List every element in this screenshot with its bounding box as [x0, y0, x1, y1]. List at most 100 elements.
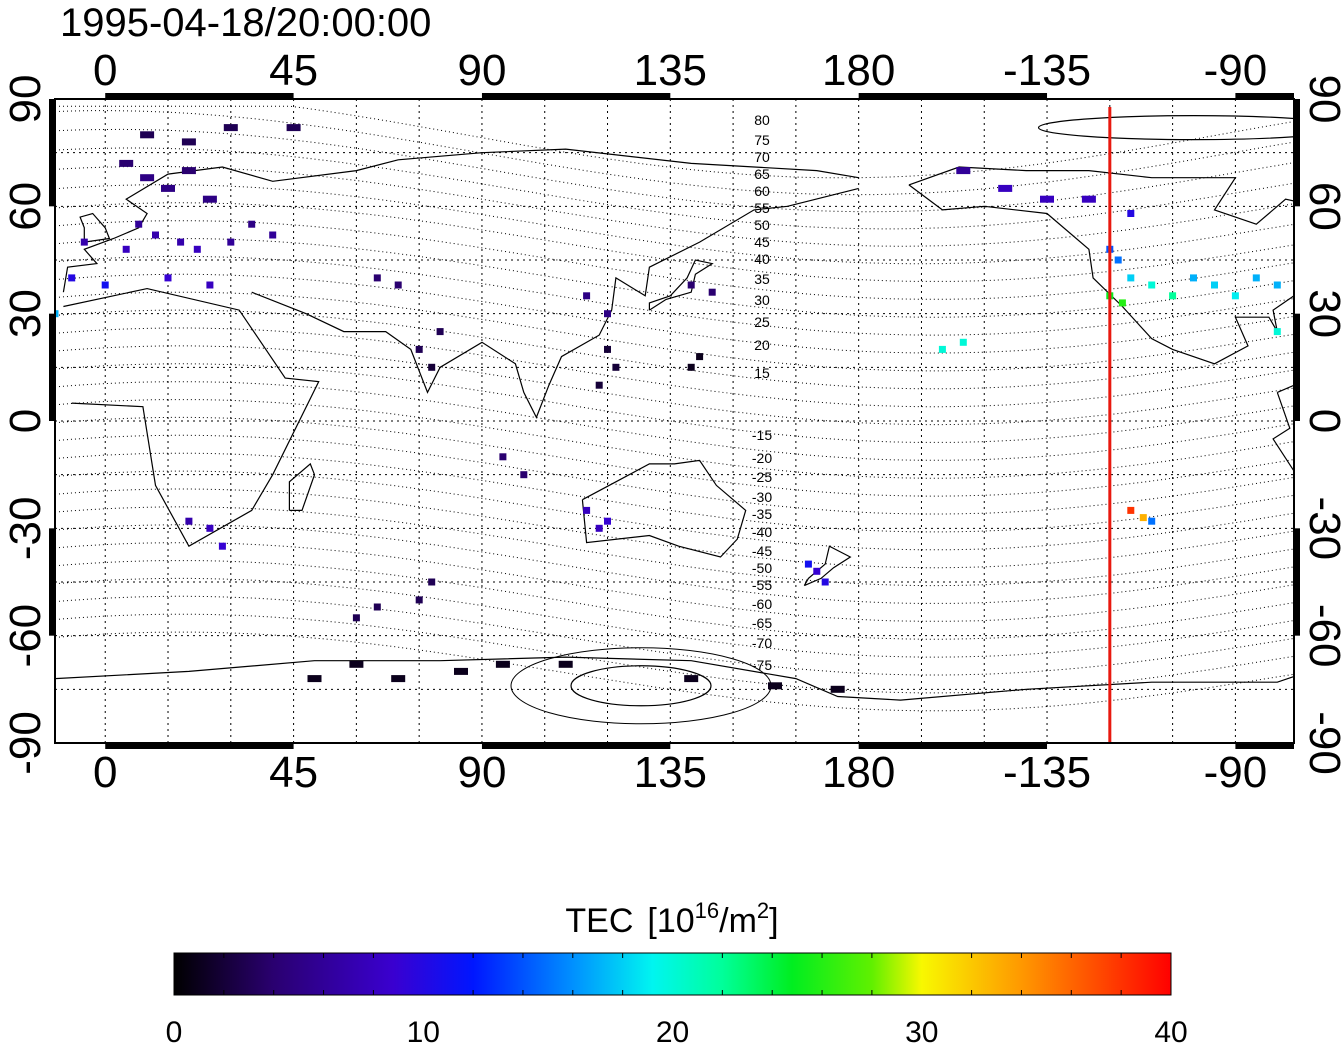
right-lat-label: -60 — [1300, 604, 1344, 668]
tec-point — [938, 345, 946, 353]
tec-point — [181, 138, 196, 146]
north-america-coast — [908, 166, 1294, 365]
tec-point — [454, 667, 468, 675]
tec-point — [193, 245, 201, 253]
bottom-lon-label: -135 — [1003, 748, 1091, 797]
top-axis-bar — [1235, 93, 1294, 99]
tec-point — [768, 682, 782, 690]
contour-label: 70 — [754, 149, 770, 165]
colorbar-title-var: TEC — [565, 902, 633, 940]
contour-line — [55, 128, 1294, 213]
tec-point — [595, 381, 603, 389]
tec-point — [185, 517, 193, 525]
tec-point — [1148, 281, 1156, 289]
contour-label: 80 — [754, 112, 770, 128]
tec-point — [1081, 195, 1096, 203]
contour-label: 60 — [754, 183, 770, 199]
tec-point — [696, 353, 704, 361]
tec-point — [1139, 514, 1147, 522]
contour-label: 40 — [754, 251, 770, 267]
north-pole-oval — [1037, 115, 1294, 141]
left-axis-bar — [49, 99, 55, 207]
tec-point — [394, 281, 402, 289]
tec-point — [140, 174, 155, 182]
contour-label: 35 — [754, 271, 770, 287]
tec-point — [583, 506, 591, 514]
tec-point — [177, 238, 185, 246]
tec-point — [612, 363, 620, 371]
bottom-lon-label: 135 — [634, 748, 707, 797]
tec-point — [373, 603, 381, 611]
contour-label: 45 — [754, 234, 770, 250]
tec-point — [495, 660, 510, 668]
contour-label: 65 — [754, 166, 770, 182]
left-lat-label: 60 — [1, 182, 50, 231]
tec-point — [269, 231, 277, 239]
contour-line — [55, 147, 1294, 230]
tec-point — [352, 614, 360, 622]
colorbar-tick-label: 0 — [166, 1016, 183, 1048]
figure-title: 1995-04-18/20:00:00 — [60, 1, 431, 45]
tec-point — [349, 660, 364, 668]
south-pole-oval — [570, 665, 712, 707]
africa-coast — [63, 287, 320, 548]
bottom-lon-label: -90 — [1204, 748, 1268, 797]
tec-point — [206, 524, 214, 532]
tec-point — [1127, 506, 1135, 514]
left-axis-bar — [49, 313, 55, 421]
bottom-axis-bar — [105, 743, 294, 749]
contour-label: -35 — [752, 506, 772, 522]
tec-point — [813, 567, 821, 575]
tec-point — [499, 453, 507, 461]
tec-point — [830, 685, 845, 693]
top-lon-label: -90 — [1204, 46, 1268, 95]
tec-point — [708, 288, 716, 296]
tec-point — [956, 167, 971, 175]
bottom-axis-bar — [481, 743, 671, 749]
tec-point — [140, 131, 155, 139]
contour-label: -20 — [752, 450, 772, 466]
tec-point — [428, 363, 436, 371]
top-lon-label: 45 — [269, 46, 318, 95]
map-area: 8075706560555045403530252015-15-20-25-30… — [1, 46, 1344, 797]
tec-point — [218, 542, 226, 550]
tec-point — [227, 238, 235, 246]
tec-point — [1273, 281, 1281, 289]
contour-label: -25 — [752, 469, 772, 485]
contour-label: -65 — [752, 615, 772, 631]
tec-point — [415, 345, 423, 353]
tec-point — [152, 231, 159, 239]
top-lon-label: -135 — [1003, 46, 1091, 95]
tec-point — [428, 578, 436, 586]
contour-label: 50 — [754, 217, 770, 233]
contour-label: 30 — [754, 292, 770, 308]
bottom-lon-label: 45 — [269, 748, 318, 797]
nz-coast — [803, 545, 852, 587]
coastlines — [55, 148, 1294, 701]
tec-point — [1040, 195, 1054, 203]
map-grid — [55, 99, 1294, 743]
left-lat-label: 0 — [1, 409, 50, 433]
tec-point — [391, 675, 406, 683]
right-axis-bar — [1294, 528, 1300, 636]
tec-point — [119, 159, 134, 167]
tec-point — [206, 281, 214, 289]
left-lat-label: 90 — [1, 75, 50, 124]
tec-point — [1211, 281, 1218, 289]
contour-label: -45 — [752, 543, 772, 559]
axis-tick-bars — [49, 93, 1300, 749]
contour-label: -40 — [752, 524, 772, 540]
tec-point — [687, 281, 695, 289]
colorbar-gradient — [173, 952, 1172, 996]
contour-label: -55 — [752, 577, 772, 593]
tec-point — [202, 195, 217, 203]
contour-line — [55, 110, 1294, 196]
left-lat-label: -60 — [1, 604, 50, 668]
top-lon-label: 0 — [93, 46, 117, 95]
contour-line — [55, 105, 1294, 179]
tec-point — [998, 184, 1013, 192]
top-axis-bar — [858, 93, 1048, 99]
contour-label: -60 — [752, 596, 772, 612]
contour-label: -30 — [752, 489, 772, 505]
tec-point — [520, 471, 528, 479]
